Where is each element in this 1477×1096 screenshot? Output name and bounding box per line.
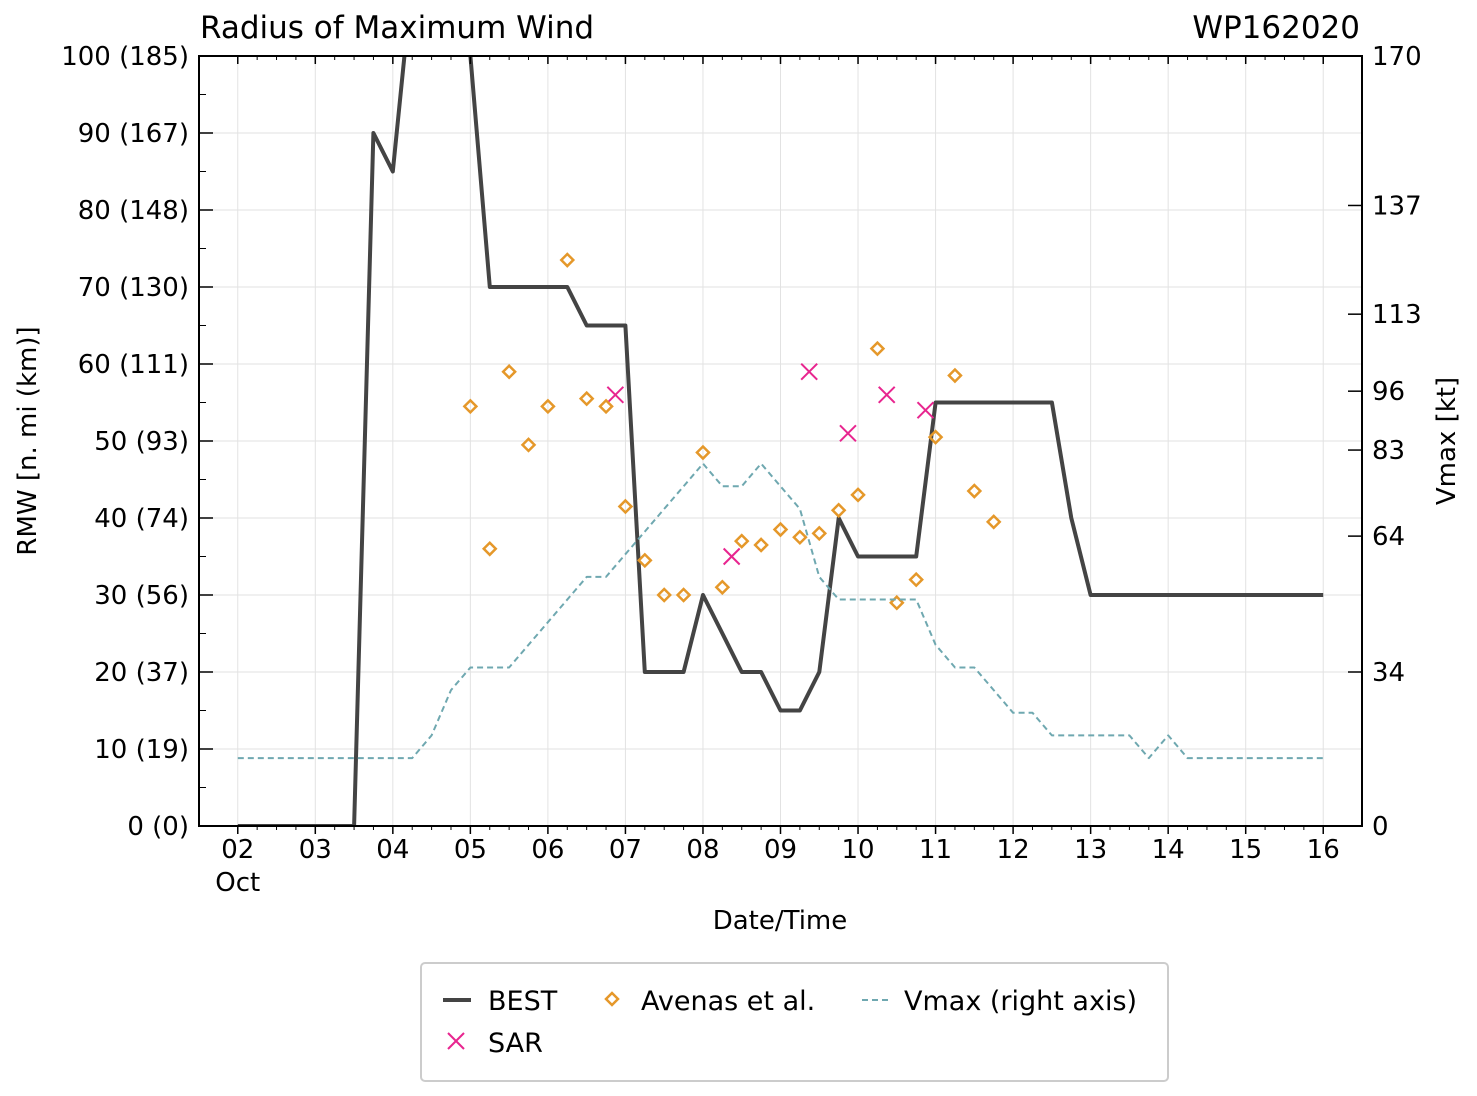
y-right-tick-label: 64 <box>1372 522 1405 552</box>
legend-best-label: BEST <box>488 986 558 1017</box>
sar-point <box>878 386 896 404</box>
avenas-point <box>985 514 1002 530</box>
avenas-point <box>889 594 905 611</box>
y-left-tick-label: 90 (167) <box>78 119 189 149</box>
x-tick-label: 16 <box>1307 835 1340 865</box>
x-tick-label: 06 <box>531 835 564 865</box>
y-right-tick-label: 96 <box>1372 377 1405 407</box>
legend-avenas-swatch <box>604 991 620 1007</box>
avenas-point <box>792 529 808 546</box>
avenas-point <box>869 340 886 357</box>
y-right-tick-label: 170 <box>1372 42 1422 72</box>
y-left-tick-label: 30 (56) <box>94 581 189 611</box>
x-tick-label: 15 <box>1229 835 1262 865</box>
storm-id: WP162020 <box>1192 10 1360 46</box>
avenas-point <box>617 498 634 515</box>
x-tick-label: 11 <box>919 835 952 865</box>
avenas-point <box>520 437 537 453</box>
x-tick-label: 04 <box>376 835 409 865</box>
sar-point <box>606 386 625 404</box>
y-right-tick-label: 137 <box>1372 191 1422 221</box>
y-left-tick-label: 0 (0) <box>127 812 189 842</box>
sar-point <box>916 401 935 419</box>
y-axis-label-right: Vmax [kt] <box>1432 377 1462 505</box>
chart-title: Radius of Maximum Wind <box>200 10 594 46</box>
x-tick-label: 10 <box>841 835 874 865</box>
avenas-point <box>947 367 963 384</box>
legend-avenas-label: Avenas et al. <box>641 986 815 1017</box>
avenas-point <box>733 533 750 549</box>
y-left-tick-label: 80 (148) <box>78 196 189 226</box>
x-tick-label: 08 <box>686 835 719 865</box>
legend-vmax-label: Vmax (right axis) <box>904 986 1137 1017</box>
x-tick-label: 14 <box>1152 835 1185 865</box>
y-left-tick-label: 50 (93) <box>94 427 189 457</box>
y-left-tick-label: 40 (74) <box>94 504 189 534</box>
x-tick-label: 09 <box>764 835 797 865</box>
avenas-point <box>540 398 556 415</box>
avenas-point <box>714 579 731 596</box>
legend-sar-label: SAR <box>488 1028 543 1059</box>
x-tick-label: 02 <box>221 835 254 865</box>
avenas-point <box>753 537 769 553</box>
legend-frame <box>420 962 1169 1082</box>
x-tick-label: 05 <box>454 835 487 865</box>
y-left-tick-label: 60 (111) <box>78 350 189 380</box>
avenas-point <box>850 487 866 503</box>
avenas-point <box>559 252 576 268</box>
avenas-point <box>637 552 653 569</box>
avenas-point <box>772 521 789 538</box>
y-right-tick-label: 0 <box>1372 812 1389 842</box>
avenas-point <box>578 390 595 407</box>
legend-sar-swatch <box>447 1032 465 1050</box>
avenas-point <box>966 483 983 499</box>
x-tick-sublabel: Oct <box>215 868 260 898</box>
avenas-point <box>830 502 847 519</box>
x-tick-label: 03 <box>299 835 332 865</box>
y-left-tick-label: 10 (19) <box>94 735 189 765</box>
avenas-point <box>481 541 498 557</box>
y-left-tick-label: 20 (37) <box>94 658 189 688</box>
avenas-point <box>656 587 672 603</box>
avenas-point <box>695 444 711 461</box>
sar-point <box>839 424 857 443</box>
series-layer <box>237 56 1324 826</box>
y-right-tick-label: 113 <box>1372 300 1422 330</box>
avenas-point <box>927 429 944 445</box>
sar-point <box>722 547 741 566</box>
series-line-vmax-right-axis- <box>237 462 1324 760</box>
x-tick-label: 12 <box>997 835 1030 865</box>
x-tick-label: 13 <box>1074 835 1107 865</box>
avenas-point <box>598 398 614 415</box>
avenas-point <box>908 571 924 588</box>
y-right-tick-label: 83 <box>1372 436 1405 466</box>
y-left-tick-label: 70 (130) <box>78 273 189 303</box>
y-left-tick-label: 100 (185) <box>61 42 189 72</box>
avenas-point <box>501 363 517 380</box>
x-tick-label: 07 <box>609 835 642 865</box>
avenas-point <box>811 525 828 542</box>
avenas-point <box>462 398 479 415</box>
avenas-point <box>675 587 692 603</box>
sar-point <box>800 362 818 381</box>
y-right-tick-label: 34 <box>1372 658 1405 688</box>
series-line-best <box>237 56 1324 826</box>
y-axis-label-left: RMW [n. mi (km)] <box>13 326 43 555</box>
legend: BEST SAR Avenas et al. Vmax (right axis) <box>420 962 1169 1082</box>
x-axis-label: Date/Time <box>713 906 848 936</box>
